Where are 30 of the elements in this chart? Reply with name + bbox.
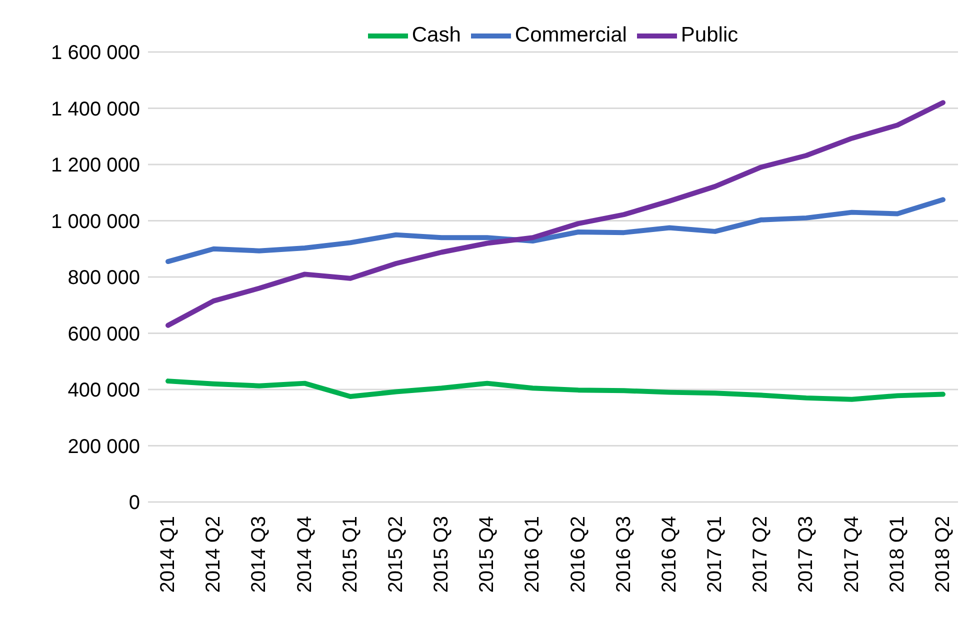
y-tick-label: 600 000 [68, 323, 140, 346]
x-tick-label: 2017 Q3 [795, 516, 818, 593]
x-tick-label: 2017 Q1 [704, 516, 726, 593]
x-tick-label: 2014 Q2 [202, 516, 225, 593]
x-tick-label: 2017 Q4 [840, 516, 863, 593]
y-tick-label: 1 400 000 [51, 98, 140, 120]
y-tick-label: 800 000 [68, 267, 140, 290]
x-tick-label: 2016 Q1 [522, 516, 544, 593]
x-tick-label: 2015 Q2 [384, 516, 407, 593]
y-tick-label: 400 000 [68, 380, 140, 402]
x-tick-label: 2014 Q4 [294, 516, 316, 593]
y-tick-label: 0 [128, 492, 140, 514]
x-tick-label: 2016 Q3 [612, 516, 635, 593]
x-tick-label: 2014 Q1 [157, 516, 179, 593]
x-tick-label: 2018 Q1 [886, 516, 908, 593]
x-tick-label: 2016 Q4 [658, 516, 680, 593]
x-tick-label: 2018 Q2 [932, 516, 954, 593]
x-tick-label: 2017 Q2 [750, 516, 772, 593]
x-tick-label: 2015 Q3 [430, 516, 453, 593]
y-tick-label: 1 000 000 [51, 210, 140, 233]
legend-label: Commercial [514, 24, 627, 47]
x-tick-label: 2016 Q2 [567, 516, 590, 593]
y-tick-label: 200 000 [68, 436, 140, 458]
x-tick-label: 2015 Q1 [339, 516, 362, 593]
y-tick-label: 1 600 000 [51, 42, 140, 64]
legend-label: Public [680, 24, 738, 47]
y-tick-label: 1 200 000 [51, 154, 140, 177]
x-tick-label: 2015 Q4 [476, 516, 498, 593]
x-tick-label: 2014 Q3 [248, 516, 270, 593]
legend-label: Cash [412, 24, 461, 47]
